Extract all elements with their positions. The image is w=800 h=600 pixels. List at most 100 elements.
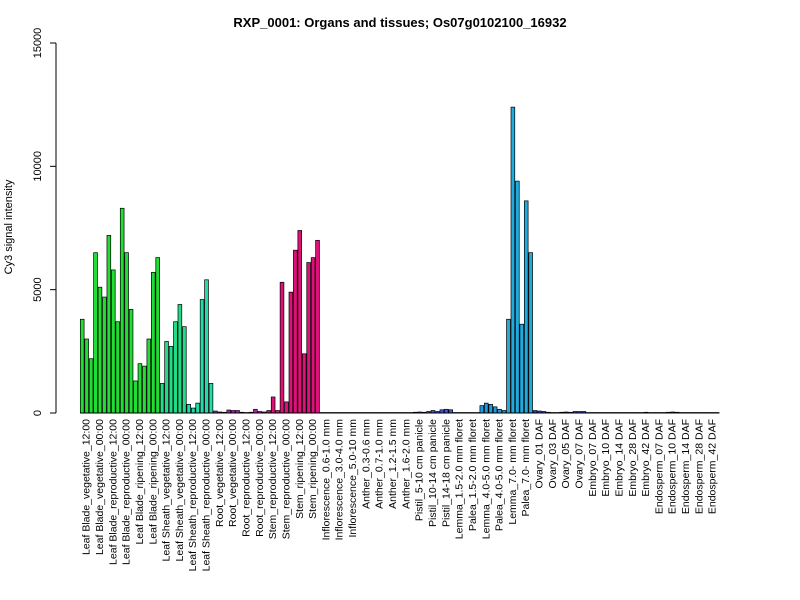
x-tick-label: Embryo_10 DAF: [600, 419, 612, 497]
x-tick-label: Root_vegetative_12:00: [214, 419, 226, 527]
bar: [199, 299, 205, 414]
x-tick-label: Anther_1.6-2.0 mm: [400, 419, 412, 509]
bar: [115, 321, 120, 414]
bar: [173, 321, 178, 414]
y-axis-label: Cy3 signal intensity: [3, 179, 15, 274]
x-tick-label: Palea_4.0-5.0 mm floret: [494, 419, 506, 531]
x-tick-label: Lemma_4.0-5.0 mm floret: [480, 419, 492, 539]
bar: [88, 358, 94, 414]
x-tick-label: Leaf Sheath_reproductive_00:00: [201, 419, 213, 572]
bar: [519, 323, 525, 414]
x-tick-label: Leaf Sheath_reproductive_12:00: [187, 419, 199, 572]
x-tick-label: Leaf Blade_ripening_00:00: [147, 419, 159, 545]
x-tick-label: Ovary_05 DAF: [560, 419, 572, 488]
bar: [177, 304, 183, 414]
bar: [190, 407, 196, 414]
bar: [253, 408, 258, 414]
x-tick-label: Anther_0.3-0.6 mm: [360, 419, 372, 509]
x-tick-label: Endosperm_28 DAF: [693, 419, 705, 514]
bar: [182, 326, 187, 414]
bar: [484, 402, 489, 414]
bar: [97, 286, 103, 414]
x-tick-label: Stem_ripening_00:00: [307, 419, 319, 519]
bar: [515, 180, 520, 414]
x-tick-label: Embryo_07 DAF: [587, 419, 599, 497]
bar: [301, 353, 307, 414]
bar: [102, 296, 107, 414]
x-tick-label: Inflorescence_3.0-4.0 mm: [334, 419, 346, 541]
bar: [297, 230, 303, 414]
bar: [279, 281, 285, 414]
bar: [159, 383, 165, 414]
bar: [510, 106, 516, 414]
bar: [164, 341, 169, 414]
bar: [186, 404, 192, 414]
bar: [479, 405, 485, 414]
x-tick-label: Lemma_1.5-2.0 mm floret: [454, 419, 466, 539]
bar: [492, 406, 498, 414]
x-tick-label: Embryo_28 DAF: [627, 419, 639, 497]
x-tick-label: Ovary_01 DAF: [534, 419, 546, 488]
bar: [137, 363, 143, 414]
bar: [208, 383, 214, 414]
bar: [270, 396, 276, 414]
x-tick-label: Pistil_5-10 cm panicle: [414, 419, 426, 521]
x-tick-label: Leaf Blade_ripening_12:00: [134, 419, 146, 545]
bar: [155, 257, 160, 414]
bar: [93, 252, 98, 414]
bar: [506, 318, 511, 414]
x-tick-label: Endosperm_42 DAF: [707, 419, 719, 514]
x-tick-label: Lemma_7.0- mm floret: [507, 419, 519, 525]
x-tick-label: Leaf Blade_vegetative_12:00: [81, 419, 93, 555]
x-tick-label: Ovary_07 DAF: [574, 419, 586, 488]
bar: [106, 235, 112, 414]
x-tick-label: Inflorescence_0.6-1.0 mm: [320, 419, 332, 541]
bar: [146, 338, 152, 414]
x-tick-label: Pistil_10-14 cm panicle: [427, 419, 439, 527]
x-tick-label: Leaf Blade_reproductive_00:00: [121, 419, 133, 565]
x-tick-label: Anther_1.2-1.5 mm: [387, 419, 399, 509]
bar: [204, 279, 209, 414]
x-tick-label: Pistil_14-18 cm panicle: [440, 419, 452, 527]
bar: [133, 380, 138, 414]
bar: [79, 318, 85, 414]
y-tick-label: 15000: [32, 28, 44, 59]
bar: [84, 338, 89, 414]
bar: [119, 207, 125, 414]
bar: [444, 408, 449, 414]
x-tick-label: Stem_reproductive_00:00: [280, 419, 292, 539]
bar: [284, 401, 289, 414]
x-tick-label: Embryo_14 DAF: [613, 419, 625, 497]
x-tick-label: Leaf Blade_reproductive_12:00: [107, 419, 119, 565]
x-tick-label: Stem_ripening_12:00: [294, 419, 306, 519]
bar: [528, 252, 533, 414]
bar: [306, 262, 311, 414]
bar: [128, 309, 134, 414]
bar: [310, 257, 316, 414]
chart-title: RXP_0001: Organs and tissues; Os07g01021…: [233, 15, 566, 30]
bar: [293, 249, 298, 414]
x-tick-label: Root_reproductive_00:00: [254, 419, 266, 537]
x-tick-label: Endosperm_10 DAF: [667, 419, 679, 514]
bar: [315, 239, 320, 414]
bar: [195, 402, 200, 414]
bar: [523, 200, 529, 414]
bar: [111, 269, 116, 414]
y-tick-label: 10000: [32, 151, 44, 182]
bar: [124, 252, 129, 414]
x-tick-label: Stem_reproductive_12:00: [267, 419, 279, 539]
x-tick-label: Leaf Sheath_vegetative_00:00: [174, 419, 186, 562]
x-tick-label: Endosperm_14 DAF: [680, 419, 692, 514]
bar: [168, 346, 174, 414]
x-axis-labels: Leaf Blade_vegetative_12:00 Leaf Blade_ve…: [81, 419, 719, 572]
x-tick-label: Palea_1.5-2.0 mm floret: [467, 419, 479, 531]
x-tick-label: Inflorescence_5.0-10 mm: [347, 419, 359, 538]
x-tick-label: Leaf Sheath_vegetative_12:00: [161, 419, 173, 562]
x-tick-label: Embryo_42 DAF: [640, 419, 652, 497]
y-axis: 0 5000 10000 15000: [32, 28, 57, 416]
bar: [142, 365, 147, 414]
x-tick-label: Palea_7.0- mm floret: [520, 419, 532, 517]
y-tick-label: 5000: [32, 277, 44, 301]
